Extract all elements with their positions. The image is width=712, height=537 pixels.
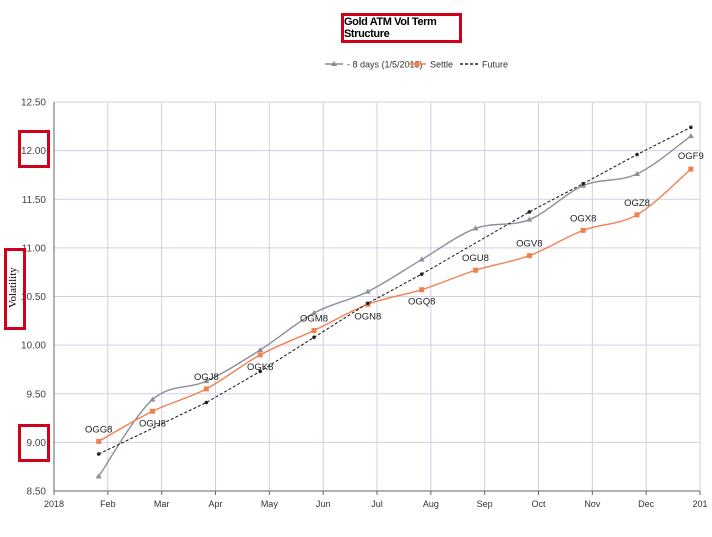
x-tick-label: Apr [208,499,222,509]
point-label: OGN8 [354,311,381,322]
marker-triangle [203,378,210,384]
legend-marker [414,61,420,67]
point-label: OGZ8 [624,198,650,209]
x-tick-label: 201 [692,499,707,509]
marker-dot [258,369,262,374]
marker-dot [204,400,209,405]
marker-triangle [687,133,694,139]
series-line-1 [98,168,692,443]
marker-triangle [472,225,479,231]
marker-triangle [311,310,318,316]
marker-square [203,386,209,392]
marker-triangle [634,170,641,176]
highlight-box-ylabel [4,248,26,330]
x-tick-label: Feb [100,499,116,509]
x-tick-label: Nov [584,499,601,509]
x-tick-labels: 2018 Feb Mar Apr May Jun Jul Aug Sep Oct Nov Dec 201 [44,499,708,509]
x-tick-label: 2018 [44,499,64,509]
point-label: OGF9 [678,151,704,162]
marker-square [257,352,263,358]
marker-square [96,438,102,444]
marker-square [311,328,317,334]
point-label: OGG8 [85,424,112,435]
marker-square [580,227,586,233]
x-tick-label: Sep [477,499,493,509]
series-line-2 [98,126,692,455]
point-label: OGM8 [300,314,328,325]
legend-marker [331,61,337,66]
marker-dot [366,301,370,306]
legend-label-1: Settle [430,60,453,70]
point-label: OGK8 [247,362,273,373]
point-labels: OGG8 OGH8 OGJ8 OGK8 OGM8 OGN8 OGQ8 OGU8 OGV8 OGX8… [85,151,704,435]
marker-square [419,287,425,293]
point-label: OGU8 [462,253,489,264]
series-markers [95,125,694,479]
marker-triangle [364,288,371,294]
legend-label-2: Future [482,60,508,70]
legend: - 8 days (1/5/2018) Settle Future [325,60,508,70]
y-tick-label: 10.00 [21,341,46,352]
x-tick-label: Jul [371,499,383,509]
highlight-box-12 [18,130,50,168]
highlight-box-9 [18,424,50,462]
marker-dot [635,152,639,157]
x-tick-label: Dec [638,499,655,509]
point-label: OGV8 [516,239,542,250]
point-label: OGQ8 [408,297,435,308]
y-tick-label: 11.00 [22,243,47,254]
marker-dot [581,181,585,186]
x-tick-label: Mar [154,499,170,509]
series-lines [98,126,692,477]
marker-square [473,267,479,273]
y-tick-label: 10.50 [21,292,46,303]
x-tick-label: Aug [423,499,439,509]
point-label: OGJ8 [194,372,219,383]
marker-dot [419,272,424,276]
legend-label-0: - 8 days (1/5/2018) [347,60,423,70]
y-tick-labels: 12.50 12.00 11.50 11.00 10.50 10.00 9.50 9.00 8.… [21,98,46,498]
marker-triangle [526,216,533,222]
x-tick-label: Oct [531,499,546,509]
x-tick-label: Jun [316,499,331,509]
marker-square [526,253,532,259]
marker-square [688,166,694,172]
point-label: OGH8 [139,418,166,429]
y-tick-label: 12.50 [21,98,46,109]
marker-square [634,212,640,218]
marker-triangle [95,473,102,479]
series-line-0 [98,135,692,477]
y-tick-label: 8.50 [27,487,47,498]
marker-triangle [257,346,264,352]
marker-triangle [149,396,156,402]
chart-title: Gold ATM Vol Term Structure [341,13,462,43]
grid-lines [54,101,701,492]
y-tick-label: 9.50 [27,389,47,400]
y-tick-label: 9.00 [27,438,47,449]
marker-dot [527,210,532,214]
y-tick-label: 11.50 [22,195,47,206]
axes [53,102,701,495]
marker-dot [689,125,693,130]
marker-square [150,408,156,414]
marker-triangle [418,256,425,262]
y-tick-label: 12.00 [21,146,46,157]
point-label: OGX8 [570,213,596,224]
x-tick-label: May [261,499,279,509]
y-axis-label: Volatility [7,267,19,308]
marker-dot [96,452,101,456]
marker-dot [312,335,316,340]
